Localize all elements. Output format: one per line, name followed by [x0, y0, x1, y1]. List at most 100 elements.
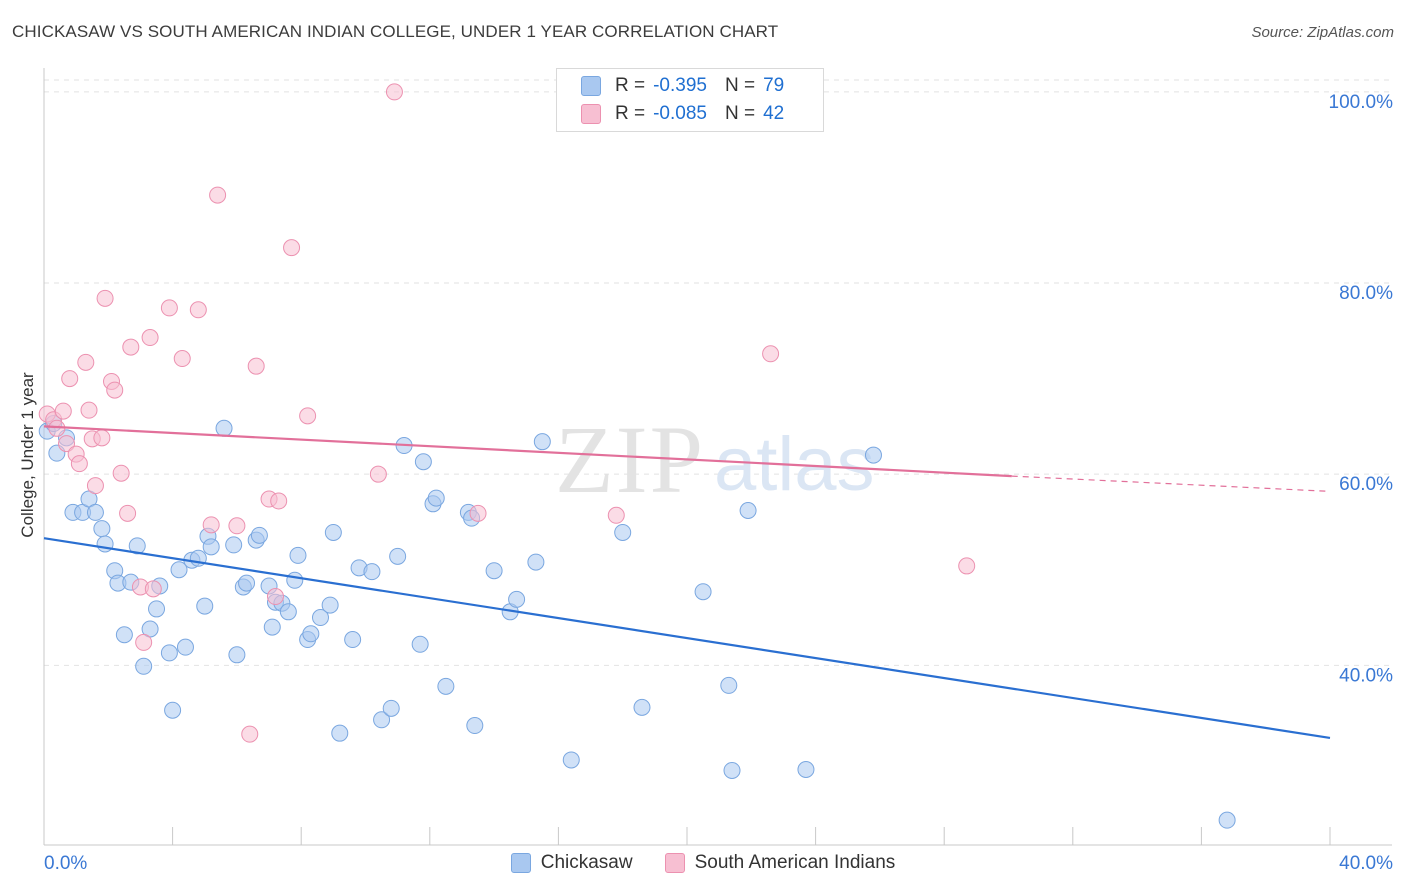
- x-tick-label: 40.0%: [1339, 853, 1393, 874]
- south-american-indians-point: [70, 455, 88, 473]
- legend-swatch-south-american-indians: [664, 853, 685, 873]
- chickasaw-point: [562, 751, 580, 769]
- trend-lines: [43, 425, 1331, 740]
- chickasaw-point: [739, 501, 757, 519]
- chickasaw-point: [533, 433, 551, 451]
- south-american-indians-point: [93, 429, 111, 447]
- chickasaw-point: [170, 561, 188, 579]
- south-american-indians-point: [54, 402, 72, 420]
- x-tick-label: 0.0%: [44, 853, 87, 874]
- chickasaw-point: [1218, 811, 1236, 829]
- chickasaw-point: [508, 590, 526, 608]
- chickasaw-point: [263, 618, 281, 636]
- correlation-legend: R = -0.395 N = 79 R = -0.085 N = 42: [556, 68, 824, 132]
- legend-n-label: N =: [724, 75, 756, 96]
- chickasaw-point: [286, 571, 304, 589]
- chickasaw-point: [485, 562, 503, 580]
- chickasaw-point: [633, 698, 651, 716]
- legend-r-value: -0.395: [653, 75, 707, 96]
- south-american-indians-trend-line: [43, 425, 1012, 478]
- chickasaw-point: [324, 523, 342, 541]
- south-american-indians-point: [241, 725, 259, 743]
- south-american-indians-point: [202, 516, 220, 534]
- south-american-indians-point: [141, 329, 159, 347]
- south-american-indians-point: [86, 477, 104, 495]
- legend-label-chickasaw: Chickasaw: [540, 852, 633, 873]
- chickasaw-point: [86, 503, 104, 521]
- south-american-indians-point: [762, 345, 780, 363]
- chickasaw-point: [115, 626, 133, 644]
- chickasaw-point: [93, 520, 111, 538]
- south-american-indians-point: [270, 492, 288, 510]
- south-american-indians-point: [607, 506, 625, 524]
- chickasaw-point: [128, 537, 146, 555]
- chickasaw-point: [215, 419, 233, 437]
- chickasaw-point: [382, 699, 400, 717]
- south-american-indians-point: [106, 381, 124, 399]
- chickasaw-point: [614, 523, 632, 541]
- y-tick-label: 100.0%: [1329, 92, 1394, 113]
- south-american-indians-point: [958, 557, 976, 575]
- series-legend: Chickasaw South American Indians: [0, 852, 1406, 874]
- chickasaw-point: [160, 644, 178, 662]
- source-label: Source: ZipAtlas.com: [1251, 24, 1394, 41]
- chickasaw-point: [321, 596, 339, 614]
- legend-item-chickasaw[interactable]: Chickasaw: [510, 852, 633, 874]
- south-american-indians-point: [247, 357, 265, 375]
- chickasaw-point: [723, 761, 741, 779]
- legend-item-south-american-indians[interactable]: South American Indians: [664, 852, 896, 874]
- south-american-indians-point: [80, 401, 98, 419]
- legend-label-south-american-indians: South American Indians: [694, 852, 896, 873]
- chickasaw-point: [196, 597, 214, 615]
- y-tick-label: 40.0%: [1339, 665, 1393, 686]
- south-american-indians-point: [283, 239, 301, 257]
- chickasaw-point: [389, 547, 407, 565]
- legend-swatch-south-american-indians: [581, 104, 601, 124]
- chickasaw-point: [427, 489, 445, 507]
- chickasaw-point: [720, 676, 738, 694]
- south-american-indians-point: [61, 370, 79, 388]
- watermark: ZIP atlas: [555, 406, 875, 513]
- chickasaw-point: [238, 574, 256, 592]
- chickasaw-point: [411, 635, 429, 653]
- south-american-indians-point: [209, 186, 227, 204]
- south-american-indians-point: [469, 504, 487, 522]
- south-american-indians-point: [266, 588, 284, 606]
- south-american-indians-point: [96, 289, 114, 307]
- legend-swatch-chickasaw: [510, 853, 531, 873]
- chickasaw-point: [437, 677, 455, 695]
- y-tick-label: 60.0%: [1339, 474, 1393, 495]
- chickasaw-point: [344, 631, 362, 649]
- chickasaw-point: [373, 711, 391, 729]
- axes: [43, 68, 1392, 846]
- chickasaw-point: [302, 625, 320, 643]
- chickasaw-trend-line: [43, 537, 1331, 740]
- chickasaw-point: [202, 538, 220, 556]
- chickasaw-point: [311, 609, 329, 627]
- chickasaw-point: [225, 536, 243, 554]
- chickasaw-point: [864, 446, 882, 464]
- legend-r-label: R =: [615, 103, 646, 124]
- south-american-indians-point: [119, 504, 137, 522]
- chickasaw-point: [466, 717, 484, 735]
- chickasaw-point: [289, 546, 307, 564]
- legend-n-value: 79: [763, 75, 785, 96]
- south-american-indians-point: [189, 301, 207, 319]
- chart-title: CHICKASAW VS SOUTH AMERICAN INDIAN COLLE…: [12, 22, 779, 41]
- y-tick-labels: 40.0% 60.0% 80.0% 100.0%: [1329, 92, 1394, 686]
- chickasaw-point: [414, 453, 432, 471]
- chickasaw-point: [694, 583, 712, 601]
- south-american-indians-point: [369, 465, 387, 483]
- south-american-indians-point: [122, 338, 140, 356]
- chickasaw-point: [250, 526, 268, 544]
- south-american-indians-point: [228, 517, 246, 535]
- chickasaw-point: [135, 657, 153, 675]
- chickasaw-point: [164, 701, 182, 719]
- chickasaw-point: [228, 646, 246, 664]
- legend-n-label: N =: [724, 103, 756, 124]
- south-american-indians-point: [77, 353, 95, 371]
- south-american-indians-point: [173, 350, 191, 368]
- south-american-indians-point: [144, 580, 162, 598]
- legend-r-value: -0.085: [653, 103, 707, 124]
- south-american-indians-point: [58, 435, 76, 453]
